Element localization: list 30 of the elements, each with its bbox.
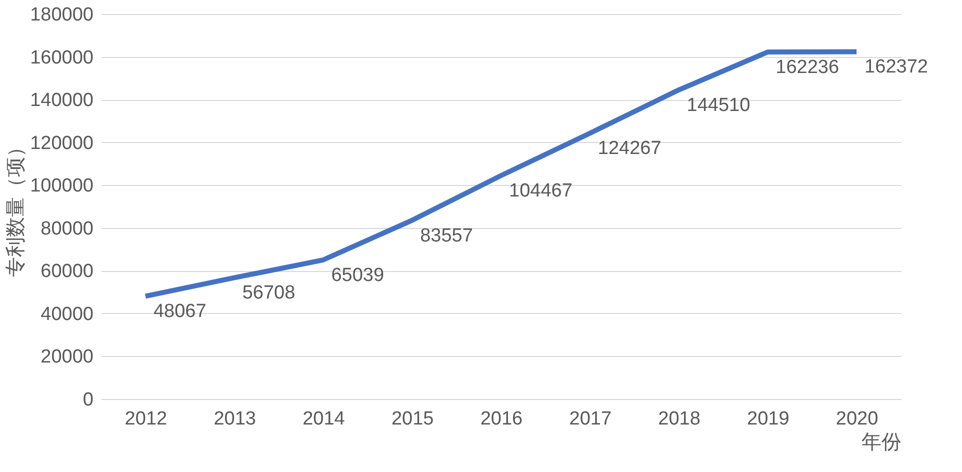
y-tick-label: 180000: [30, 4, 94, 26]
y-tick-label: 140000: [30, 90, 94, 112]
data-label: 144510: [686, 94, 750, 116]
y-axis-title: 专利数量（项）: [5, 137, 28, 277]
x-axis-title: 年份: [862, 432, 902, 454]
data-label: 124267: [598, 138, 662, 160]
data-label: 83557: [420, 225, 473, 246]
data-label: 162372: [864, 56, 928, 78]
x-tick-label: 2017: [569, 408, 612, 430]
x-tick-label: 2012: [124, 408, 168, 430]
x-tick-label: 2019: [747, 408, 790, 430]
x-tick-label: 2013: [214, 408, 256, 430]
y-tick-label: 80000: [40, 218, 94, 240]
y-tick-label: 0: [82, 390, 94, 410]
data-label: 65039: [331, 264, 384, 286]
data-label: 162236: [776, 56, 840, 78]
data-label: 48067: [153, 301, 206, 322]
x-tick-label: 2020: [836, 408, 878, 430]
y-tick-label: 60000: [40, 261, 94, 282]
y-tick-label: 160000: [30, 47, 94, 68]
y-tick-label: 120000: [30, 132, 94, 154]
data-label: 104467: [509, 180, 572, 202]
y-tick-label: 20000: [40, 346, 94, 368]
x-tick-label: 2014: [302, 408, 346, 430]
y-tick-label: 40000: [40, 304, 94, 325]
x-tick-label: 2015: [391, 408, 434, 430]
x-tick-label: 2018: [658, 408, 700, 430]
y-tick-label: 100000: [30, 176, 94, 197]
data-label: 56708: [242, 282, 296, 304]
x-tick-label: 2016: [480, 408, 523, 430]
